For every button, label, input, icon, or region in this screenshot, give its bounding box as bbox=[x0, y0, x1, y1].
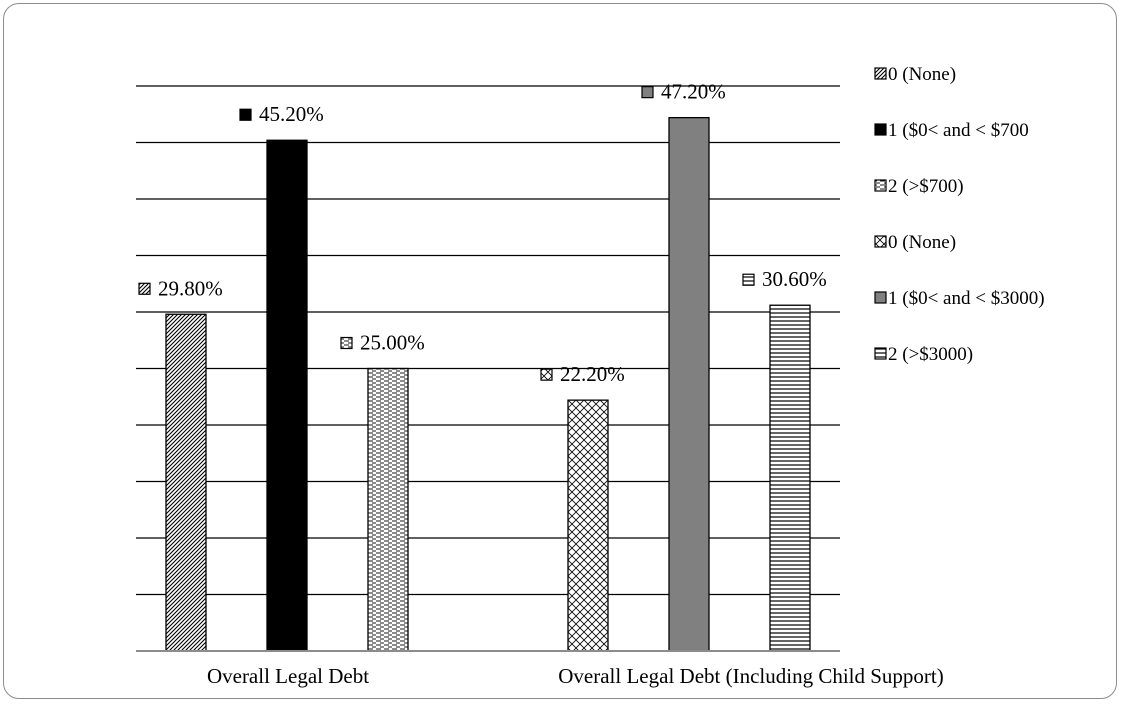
data-label: 45.20% bbox=[259, 102, 324, 126]
data-label: 47.20% bbox=[661, 80, 726, 104]
data-label: 25.00% bbox=[360, 331, 425, 355]
legend-label: 1 ($0< and < $700 bbox=[888, 120, 1029, 141]
bar bbox=[567, 399, 609, 652]
legend-marker bbox=[874, 291, 887, 304]
legend-marker bbox=[874, 347, 887, 360]
bar bbox=[165, 313, 207, 652]
category-labels: Overall Legal Debt Overall Legal Debt (In… bbox=[207, 664, 944, 688]
legend-label: 0 (None) bbox=[888, 232, 956, 253]
legend-label: 0 (None) bbox=[888, 64, 956, 85]
bar bbox=[769, 304, 811, 652]
data-label: 30.60% bbox=[762, 267, 827, 291]
data-labels: 29.80% 45.20% 25.00% 22.20% 47.20% 30.60% bbox=[138, 80, 827, 386]
legend: 0 (None) 1 ($0< and < $700 2 (>$700) 0 (Non… bbox=[874, 64, 1045, 365]
legend-marker bbox=[874, 179, 887, 192]
legend-marker bbox=[874, 67, 887, 80]
data-label-marker bbox=[540, 368, 553, 381]
bar bbox=[668, 116, 710, 652]
data-label-marker bbox=[742, 273, 755, 286]
data-label-marker bbox=[138, 282, 151, 295]
data-label-marker bbox=[641, 86, 654, 99]
data-label-marker bbox=[239, 108, 252, 121]
legend-label: 1 ($0< and < $3000) bbox=[888, 288, 1045, 309]
legend-label: 2 (>$3000) bbox=[888, 344, 973, 365]
bars-group bbox=[165, 116, 811, 652]
data-label: 22.20% bbox=[560, 362, 625, 386]
data-label: 29.80% bbox=[158, 276, 223, 300]
category-label: Overall Legal Debt bbox=[207, 664, 369, 688]
data-label-marker bbox=[340, 336, 353, 350]
legend-marker bbox=[874, 123, 887, 136]
legend-marker bbox=[874, 235, 887, 248]
grid-lines bbox=[136, 85, 840, 596]
bar bbox=[367, 367, 409, 652]
legend-label: 2 (>$700) bbox=[888, 176, 964, 197]
bar bbox=[266, 139, 308, 652]
category-label: Overall Legal Debt (Including Child Supp… bbox=[558, 664, 944, 688]
